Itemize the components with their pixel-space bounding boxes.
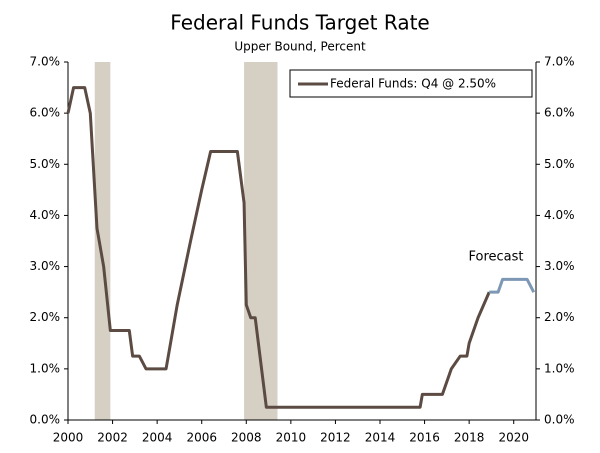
legend-label: Federal Funds: Q4 @ 2.50% — [330, 77, 496, 91]
legend-box — [289, 69, 533, 98]
y-tick-label: 5.0% — [30, 157, 61, 171]
y-tick-label: 0.0% — [30, 413, 61, 427]
series-line — [489, 277, 536, 294]
x-tick-label: 2014 — [365, 431, 396, 445]
y2-tick-label: 6.0% — [544, 106, 575, 120]
y-tick-label: 7.0% — [30, 55, 61, 69]
y2-tick-label: 4.0% — [544, 208, 575, 222]
annotation: Forecast — [468, 250, 523, 265]
x-tick-label: 2010 — [276, 431, 307, 445]
y2-tick-label: 2.0% — [544, 310, 575, 324]
y2-tick-label: 3.0% — [544, 259, 575, 273]
y-tick-label: 2.0% — [30, 310, 61, 324]
y-tick-label: 6.0% — [30, 106, 61, 120]
y2-tick-label: 7.0% — [544, 55, 575, 69]
y-tick-label: 4.0% — [30, 208, 61, 222]
x-tick-label: 2016 — [409, 431, 440, 445]
x-tick-label: 2002 — [97, 431, 128, 445]
y-tick-label: 1.0% — [30, 361, 61, 375]
x-tick-label: 2020 — [498, 431, 529, 445]
recession-band — [94, 62, 111, 420]
x-tick-label: 2008 — [231, 431, 262, 445]
y-tick-label: 3.0% — [30, 259, 61, 273]
y2-tick-label: 5.0% — [544, 157, 575, 171]
y2-tick-label: 0.0% — [544, 413, 575, 427]
x-tick-label: 2000 — [53, 431, 84, 445]
x-tick-label: 2018 — [454, 431, 485, 445]
series-line — [66, 86, 491, 409]
x-tick-label: 2006 — [186, 431, 217, 445]
x-tick-label: 2012 — [320, 431, 351, 445]
chart-title: Federal Funds Target Rate — [170, 11, 429, 35]
y2-tick-label: 1.0% — [544, 361, 575, 375]
x-tick-label: 2004 — [142, 431, 173, 445]
chart-subtitle: Upper Bound, Percent — [234, 40, 366, 54]
